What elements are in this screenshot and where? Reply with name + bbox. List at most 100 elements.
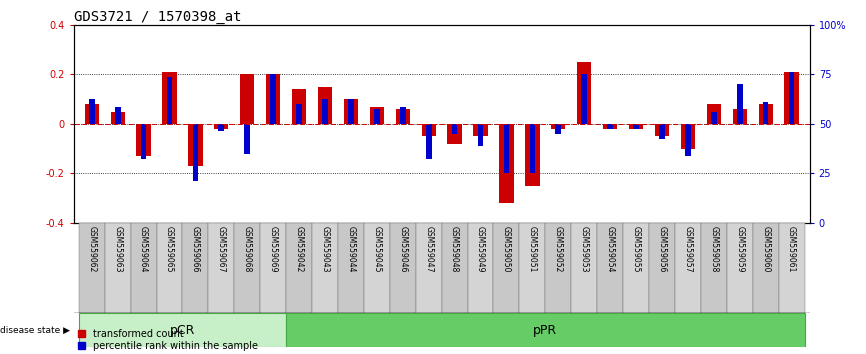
- Text: GSM559063: GSM559063: [113, 226, 122, 272]
- Bar: [707, 104, 721, 124]
- Bar: [737, 84, 742, 124]
- Bar: [685, 124, 691, 156]
- FancyBboxPatch shape: [779, 223, 805, 313]
- FancyBboxPatch shape: [312, 223, 338, 313]
- Bar: [400, 107, 405, 124]
- Bar: [111, 112, 125, 124]
- Text: GSM559048: GSM559048: [450, 226, 459, 272]
- Bar: [681, 124, 695, 149]
- Text: GSM559069: GSM559069: [268, 226, 278, 272]
- Text: GSM559060: GSM559060: [761, 226, 770, 272]
- FancyBboxPatch shape: [442, 223, 468, 313]
- Bar: [789, 72, 794, 124]
- FancyBboxPatch shape: [183, 223, 209, 313]
- Text: GSM559062: GSM559062: [87, 226, 96, 272]
- Text: GSM559066: GSM559066: [191, 226, 200, 272]
- Text: GSM559051: GSM559051: [528, 226, 537, 272]
- Text: GSM559043: GSM559043: [320, 226, 330, 272]
- FancyBboxPatch shape: [235, 223, 260, 313]
- Text: GSM559056: GSM559056: [657, 226, 667, 272]
- Legend: transformed count, percentile rank within the sample: transformed count, percentile rank withi…: [79, 329, 258, 351]
- FancyBboxPatch shape: [364, 223, 390, 313]
- Text: GSM559045: GSM559045: [372, 226, 381, 272]
- Text: GSM559049: GSM559049: [476, 226, 485, 272]
- Bar: [396, 109, 410, 124]
- FancyBboxPatch shape: [598, 223, 624, 313]
- Bar: [344, 99, 358, 124]
- Bar: [581, 74, 587, 124]
- FancyBboxPatch shape: [286, 313, 805, 347]
- Bar: [555, 124, 561, 134]
- Bar: [452, 124, 457, 134]
- FancyBboxPatch shape: [675, 223, 701, 313]
- Bar: [348, 99, 354, 124]
- Bar: [422, 124, 436, 136]
- Bar: [659, 124, 665, 139]
- Bar: [607, 124, 613, 129]
- FancyBboxPatch shape: [338, 223, 364, 313]
- Bar: [733, 109, 746, 124]
- Bar: [504, 124, 509, 173]
- Text: GSM559065: GSM559065: [165, 226, 174, 272]
- Text: GSM559046: GSM559046: [398, 226, 407, 272]
- FancyBboxPatch shape: [649, 223, 675, 313]
- Text: GSM559068: GSM559068: [242, 226, 252, 272]
- Bar: [115, 107, 120, 124]
- Bar: [763, 102, 768, 124]
- Text: GSM559047: GSM559047: [424, 226, 433, 272]
- Bar: [296, 104, 302, 124]
- Text: disease state ▶: disease state ▶: [0, 326, 70, 335]
- Text: GSM559042: GSM559042: [294, 226, 304, 272]
- Text: GSM559054: GSM559054: [605, 226, 615, 272]
- Bar: [629, 124, 643, 129]
- Bar: [244, 124, 250, 154]
- Bar: [218, 124, 224, 131]
- FancyBboxPatch shape: [286, 223, 312, 313]
- Bar: [603, 124, 617, 129]
- FancyBboxPatch shape: [494, 223, 520, 313]
- Text: GSM559053: GSM559053: [579, 226, 589, 272]
- Text: GSM559055: GSM559055: [631, 226, 641, 272]
- FancyBboxPatch shape: [105, 223, 131, 313]
- FancyBboxPatch shape: [624, 223, 649, 313]
- Bar: [526, 124, 540, 186]
- Bar: [292, 89, 307, 124]
- Text: GSM559058: GSM559058: [709, 226, 718, 272]
- Bar: [370, 107, 384, 124]
- FancyBboxPatch shape: [468, 223, 494, 313]
- FancyBboxPatch shape: [390, 223, 416, 313]
- Text: GDS3721 / 1570398_at: GDS3721 / 1570398_at: [74, 10, 241, 24]
- Bar: [240, 74, 255, 124]
- Bar: [318, 87, 333, 124]
- FancyBboxPatch shape: [727, 223, 753, 313]
- Bar: [85, 104, 99, 124]
- Text: GSM559064: GSM559064: [139, 226, 148, 272]
- Text: GSM559057: GSM559057: [683, 226, 693, 272]
- Bar: [374, 109, 379, 124]
- Bar: [322, 99, 328, 124]
- FancyBboxPatch shape: [157, 223, 183, 313]
- FancyBboxPatch shape: [131, 223, 157, 313]
- Bar: [633, 124, 639, 129]
- Text: GSM559067: GSM559067: [216, 226, 226, 272]
- FancyBboxPatch shape: [416, 223, 442, 313]
- Bar: [137, 124, 151, 156]
- FancyBboxPatch shape: [260, 223, 286, 313]
- FancyBboxPatch shape: [701, 223, 727, 313]
- FancyBboxPatch shape: [520, 223, 546, 313]
- Text: GSM559050: GSM559050: [502, 226, 511, 272]
- Bar: [270, 74, 276, 124]
- Bar: [474, 124, 488, 136]
- Bar: [711, 112, 717, 124]
- Bar: [551, 124, 565, 129]
- Bar: [141, 124, 146, 159]
- Bar: [448, 124, 462, 144]
- Text: GSM559044: GSM559044: [346, 226, 355, 272]
- Bar: [163, 72, 177, 124]
- Text: pPR: pPR: [533, 324, 558, 337]
- FancyBboxPatch shape: [572, 223, 598, 313]
- Bar: [266, 74, 281, 124]
- Text: GSM559059: GSM559059: [735, 226, 744, 272]
- Bar: [89, 99, 94, 124]
- FancyBboxPatch shape: [79, 313, 286, 347]
